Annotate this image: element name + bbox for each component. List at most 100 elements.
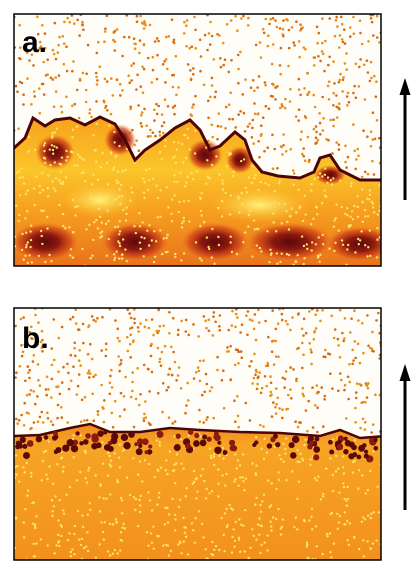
particle [263, 81, 267, 84]
particle [266, 534, 269, 537]
particle [239, 50, 242, 54]
particle [361, 220, 364, 223]
particle [51, 435, 58, 441]
particle [288, 100, 292, 103]
particle [353, 149, 357, 153]
particle [38, 191, 42, 194]
particle [81, 20, 84, 24]
particle [283, 386, 286, 389]
particle [84, 449, 87, 453]
particle [237, 113, 240, 116]
particle [225, 23, 229, 26]
arrow [399, 78, 411, 200]
particle [250, 181, 254, 184]
particle [378, 184, 381, 187]
particle [20, 167, 23, 170]
particle [65, 149, 68, 153]
particle [40, 234, 43, 238]
particle [217, 112, 221, 115]
particle [197, 510, 201, 513]
particle [108, 381, 112, 385]
particle [254, 503, 257, 506]
particle [277, 471, 280, 474]
particle [321, 52, 325, 56]
particle [281, 408, 284, 411]
particle [141, 221, 144, 224]
particle [337, 143, 341, 146]
particle [32, 555, 35, 558]
particle [151, 177, 155, 180]
particle [73, 22, 76, 25]
particle [358, 65, 361, 69]
particle [366, 314, 369, 317]
particle [158, 134, 162, 137]
particle [120, 257, 124, 260]
particle [117, 195, 121, 198]
particle [77, 116, 81, 120]
particle [271, 167, 275, 170]
particle [172, 350, 175, 354]
particle [57, 336, 61, 340]
particle [147, 491, 150, 494]
particle [151, 55, 155, 59]
particle [360, 322, 364, 325]
particle [157, 534, 160, 538]
particle [248, 318, 252, 321]
particle [274, 327, 278, 331]
particle [171, 73, 174, 77]
particle [236, 316, 239, 319]
particle [200, 259, 203, 262]
particle [345, 95, 349, 98]
particle [102, 538, 106, 541]
particle [314, 243, 318, 246]
particle [103, 430, 108, 435]
panel-label: b. [22, 322, 49, 355]
particle [88, 112, 91, 115]
particle [140, 113, 143, 117]
particle [76, 153, 80, 156]
particle [348, 522, 352, 525]
particle [43, 149, 46, 153]
particle [239, 476, 242, 479]
particle [242, 111, 246, 115]
particle [118, 369, 121, 373]
particle [313, 404, 317, 407]
particle [234, 312, 238, 316]
particle [192, 480, 196, 484]
particle [43, 435, 49, 440]
particle [86, 43, 90, 47]
particle [45, 473, 48, 476]
particle [309, 463, 312, 466]
particle [171, 316, 175, 320]
particle [216, 124, 220, 128]
particle [24, 254, 27, 257]
particle [32, 522, 35, 525]
particle [46, 411, 49, 415]
particle [243, 489, 246, 492]
particle [138, 498, 141, 502]
particle [45, 375, 49, 379]
particle [255, 496, 258, 500]
particle [50, 499, 54, 502]
particle [209, 95, 212, 99]
particle [207, 32, 211, 35]
particle [89, 342, 92, 346]
particle [252, 376, 256, 380]
particle [74, 354, 77, 358]
particle [72, 434, 75, 437]
particle [74, 322, 78, 325]
particle [337, 467, 340, 470]
particle [310, 507, 314, 511]
particle [361, 200, 364, 204]
particle [311, 241, 314, 244]
particle [352, 359, 355, 362]
particle [228, 153, 231, 157]
particle [116, 225, 120, 228]
particle [169, 549, 173, 553]
particle [245, 190, 249, 194]
particle [375, 319, 378, 322]
particle [90, 115, 93, 119]
particle [281, 376, 285, 380]
particle [281, 153, 284, 156]
particle [339, 72, 342, 76]
